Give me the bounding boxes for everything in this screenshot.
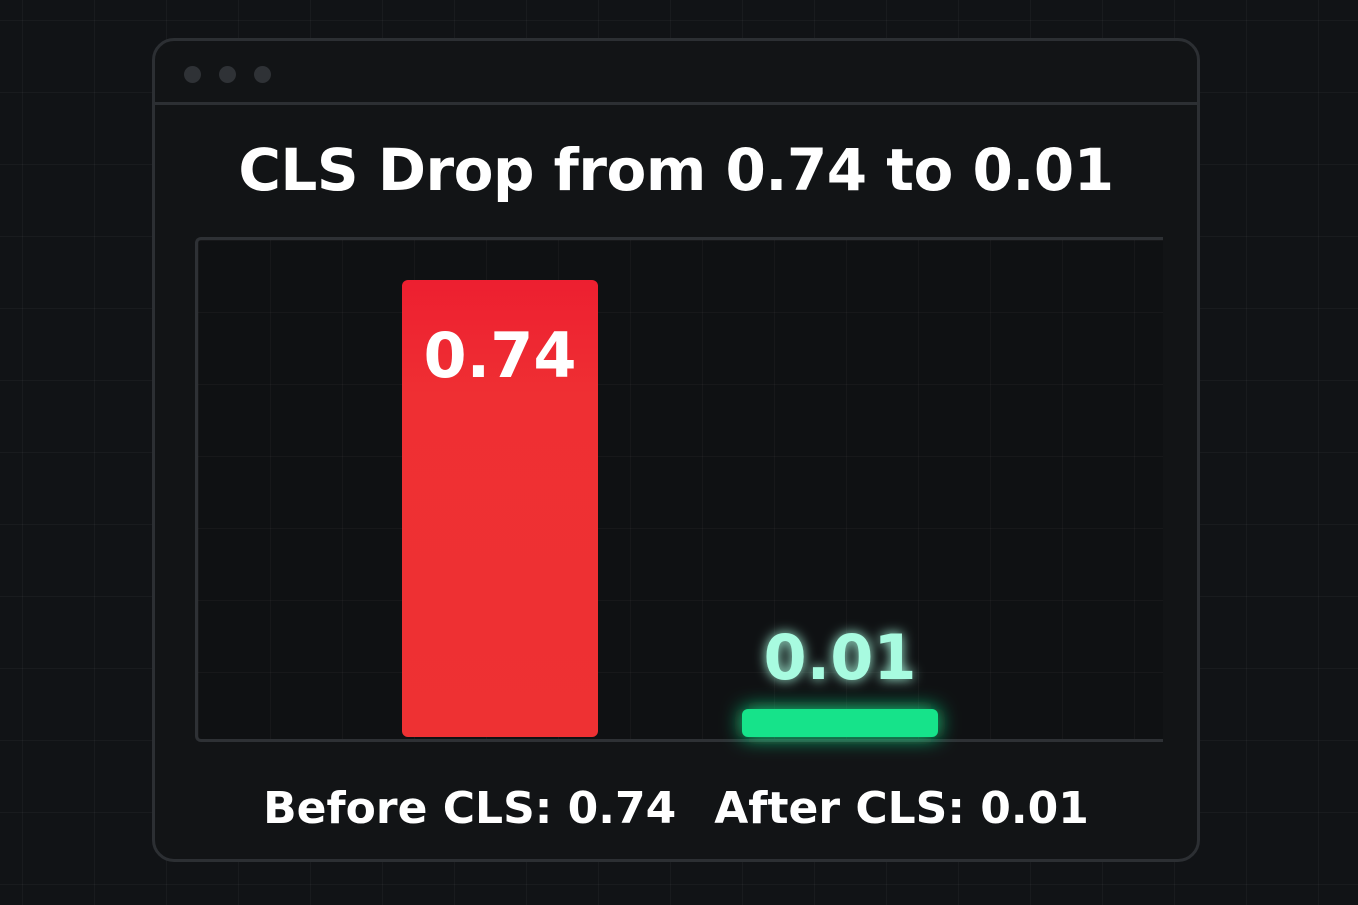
data-label-after: 0.01 [764,621,917,694]
bar-before [402,280,598,737]
before-cls-label: Before CLS: 0.74 [263,783,677,834]
minimize-dot-icon[interactable] [219,66,236,83]
data-label-before: 0.74 [424,319,577,392]
plot-area [195,237,1163,742]
footer-labels: Before CLS: 0.74 After CLS: 0.01 [155,779,1197,839]
after-cls-label: After CLS: 0.01 [714,783,1089,834]
window-titlebar [155,41,1197,105]
browser-window: CLS Drop from 0.74 to 0.01 Before CLS: 0… [152,38,1200,862]
maximize-dot-icon[interactable] [254,66,271,83]
bar-after [742,709,938,737]
close-dot-icon[interactable] [184,66,201,83]
chart-title: CLS Drop from 0.74 to 0.01 [238,136,1114,204]
